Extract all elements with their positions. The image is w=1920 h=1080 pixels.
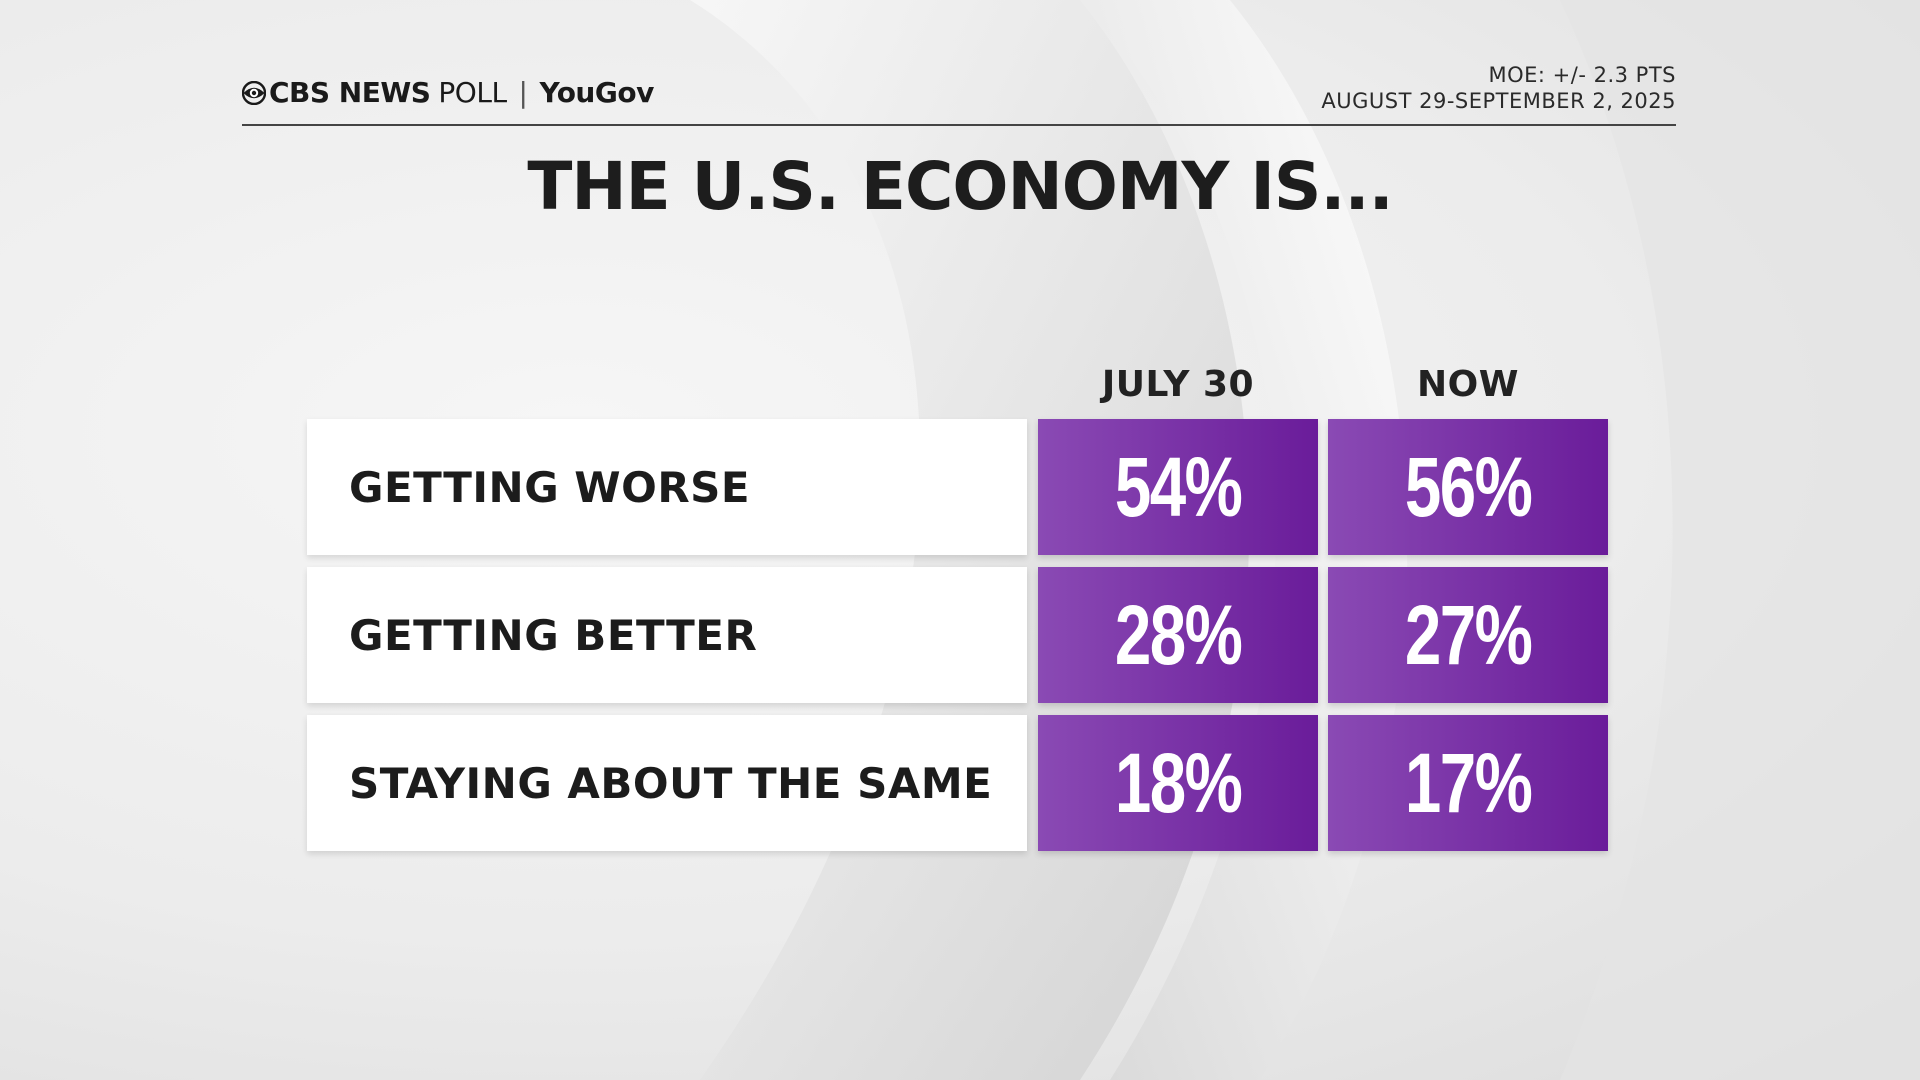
value-cell-now-worse: 56% [1328,419,1608,555]
data-label: 18% [1114,735,1243,830]
poll-meta: MOE: +/- 2.3 PTS AUGUST 29-SEPTEMBER 2, … [1321,62,1676,114]
data-label: 28% [1114,587,1243,682]
margin-of-error: MOE: +/- 2.3 PTS [1488,63,1676,87]
brand-separator: | [518,76,528,109]
value-cell-july-better: 28% [1038,567,1318,703]
data-label: 17% [1404,735,1533,830]
column-header-july-30: JULY 30 [1101,364,1255,405]
row-label-getting-worse: GETTING WORSE [307,419,1027,555]
network-name: CBS NEWS [269,76,431,109]
cbs-eye-icon [242,80,266,105]
value-cell-july-worse: 54% [1038,419,1318,555]
value-cell-july-same: 18% [1038,715,1318,851]
chart-title: THE U.S. ECONOMY IS... [527,148,1393,225]
row-label-text: GETTING BETTER [349,610,758,660]
row-label-text: GETTING WORSE [349,462,751,512]
value-cell-now-same: 17% [1328,715,1608,851]
row-label-getting-better: GETTING BETTER [307,567,1027,703]
row-label-text: STAYING ABOUT THE SAME [349,758,993,808]
brand-logo: CBS NEWS POLL | YouGov [242,76,654,109]
poll-dates: AUGUST 29-SEPTEMBER 2, 2025 [1321,89,1676,113]
partner-name: YouGov [539,76,654,109]
value-cell-now-better: 27% [1328,567,1608,703]
data-label: 56% [1404,439,1533,534]
data-label: 54% [1114,439,1243,534]
header: CBS NEWS POLL | YouGov MOE: +/- 2.3 PTS … [242,62,1676,126]
column-header-now: NOW [1417,364,1519,405]
row-label-staying-same: STAYING ABOUT THE SAME [307,715,1027,851]
poll-word: POLL [438,76,507,109]
data-label: 27% [1404,587,1533,682]
